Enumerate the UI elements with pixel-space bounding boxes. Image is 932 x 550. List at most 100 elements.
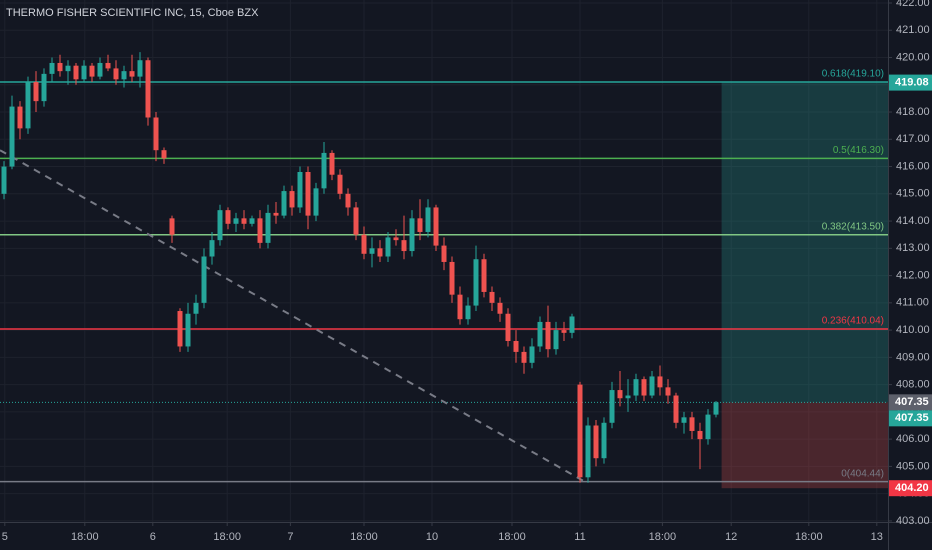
candle-body xyxy=(569,316,575,333)
x-tick-label: 18:00 xyxy=(71,531,99,543)
x-tick-label: 7 xyxy=(287,531,293,543)
y-tick-label: 411.00 xyxy=(896,297,929,309)
candle-body xyxy=(57,62,63,72)
y-tick-label: 410.00 xyxy=(896,324,930,336)
y-tick-label: 417.00 xyxy=(896,133,930,145)
candle-body xyxy=(209,240,215,257)
profit-zone xyxy=(721,82,888,403)
candle-body xyxy=(129,71,135,77)
candle-body xyxy=(465,305,471,320)
candle-body xyxy=(545,321,551,350)
trend-line xyxy=(0,149,586,483)
y-tick-label: 409.00 xyxy=(896,351,930,363)
candle-body xyxy=(697,430,703,440)
candle-body xyxy=(505,313,511,342)
y-tick-label: 408.00 xyxy=(896,379,930,391)
chart-title: THERMO FISHER SCIENTIFIC INC, 15, Cboe B… xyxy=(6,7,259,19)
candle-body xyxy=(529,346,535,363)
fib-label: 0.5(416.30) xyxy=(833,145,884,156)
candle-body xyxy=(121,71,127,80)
candle-body xyxy=(713,402,719,415)
x-tick-label: 10 xyxy=(426,531,438,543)
candle-body xyxy=(305,172,311,216)
x-tick-label: 18:00 xyxy=(498,531,526,543)
y-tick-label: 414.00 xyxy=(896,215,930,227)
candle-body xyxy=(553,330,559,350)
candle-body xyxy=(281,191,287,216)
candle-body xyxy=(65,65,71,72)
candle-body xyxy=(225,210,231,224)
candle-body xyxy=(249,218,255,224)
candle-body xyxy=(137,60,143,77)
candle-body xyxy=(497,302,503,314)
candle-body xyxy=(161,150,167,159)
price-badge-label: 407.35 xyxy=(895,396,929,408)
candle-body xyxy=(401,240,407,252)
candle-body xyxy=(97,62,103,77)
candle-body xyxy=(1,166,7,194)
y-tick-label: 405.00 xyxy=(896,460,930,472)
candle-body xyxy=(361,234,367,254)
candle-body xyxy=(673,395,679,423)
candle-body xyxy=(217,210,223,241)
y-tick-label: 406.00 xyxy=(896,433,930,445)
candle-body xyxy=(169,218,175,235)
x-tick-label: 13 xyxy=(871,531,883,543)
fib-label: 0.618(419.10) xyxy=(822,69,884,80)
candle-body xyxy=(369,248,375,254)
candle-body xyxy=(345,193,351,208)
candle-body xyxy=(577,384,583,478)
candle-body xyxy=(433,207,439,246)
price-badge xyxy=(889,410,932,427)
candle-body xyxy=(329,152,335,175)
y-tick-label: 412.00 xyxy=(896,269,930,281)
candle-body xyxy=(417,218,423,232)
y-tick-label: 415.00 xyxy=(896,188,930,200)
y-tick-label: 416.00 xyxy=(896,160,930,172)
candle-body xyxy=(625,395,631,399)
x-tick-label: 18:00 xyxy=(649,531,677,543)
candle-body xyxy=(489,291,495,303)
price-badge xyxy=(889,480,932,497)
candle-body xyxy=(449,261,455,295)
fib-label: 0(404.44) xyxy=(841,468,884,479)
candle-body xyxy=(89,65,95,77)
price-badge xyxy=(889,394,932,411)
candle-body xyxy=(105,62,111,69)
fib-label: 0.236(410.04) xyxy=(822,316,884,327)
candle-body xyxy=(185,313,191,347)
candle-body xyxy=(265,212,271,243)
candle-body xyxy=(473,259,479,306)
candle-body xyxy=(457,294,463,320)
candle-body xyxy=(649,376,655,396)
price-badge-label: 419.08 xyxy=(895,76,929,88)
candle-body xyxy=(393,237,399,241)
candle-body xyxy=(145,60,151,118)
x-tick-label: 12 xyxy=(725,531,737,543)
candle-body xyxy=(641,379,647,396)
candle-body xyxy=(617,390,623,399)
candle-body xyxy=(561,330,567,333)
candle-body xyxy=(705,414,711,440)
candle-body xyxy=(257,218,263,243)
y-tick-label: 418.00 xyxy=(896,106,930,118)
candle-body xyxy=(33,82,39,102)
candle-body xyxy=(585,425,591,478)
price-badge xyxy=(889,74,932,91)
candle-body xyxy=(289,191,295,208)
y-tick-label: 421.00 xyxy=(896,24,930,36)
candle-body xyxy=(657,376,663,388)
candle-body xyxy=(481,259,487,292)
candle-body xyxy=(297,172,303,208)
candle-body xyxy=(689,417,695,431)
y-tick-label: 422.00 xyxy=(896,0,930,9)
candle-body xyxy=(385,237,391,257)
x-tick-label: 18:00 xyxy=(213,531,241,543)
candle-body xyxy=(321,152,327,189)
x-tick-label: 5 xyxy=(2,531,8,543)
candle-body xyxy=(73,65,79,80)
y-tick-label: 413.00 xyxy=(896,242,930,254)
candle-body xyxy=(337,174,343,194)
